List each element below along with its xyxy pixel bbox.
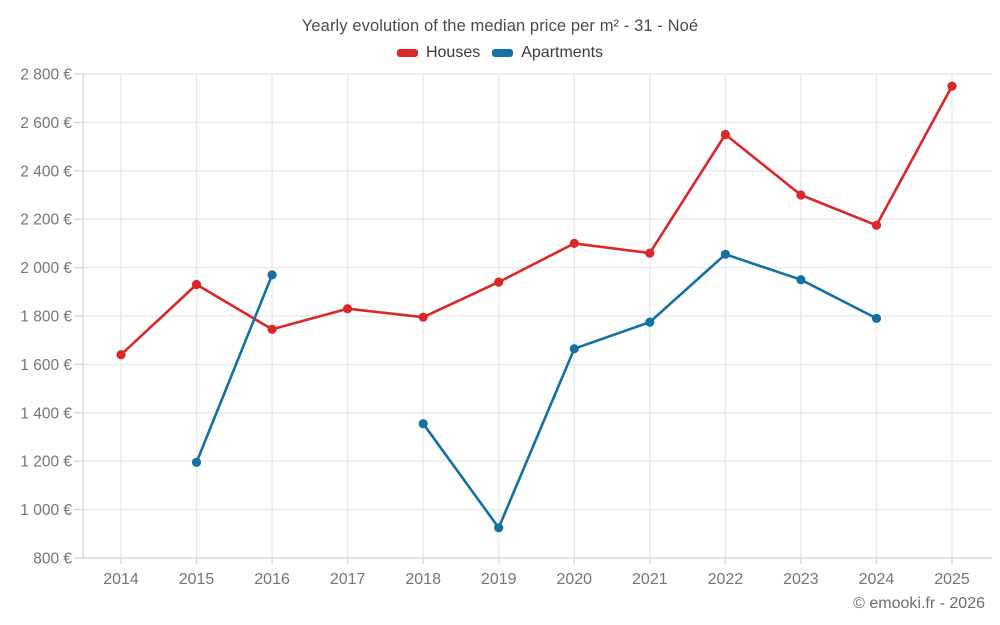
- houses-point-2023[interactable]: [796, 190, 806, 200]
- x-axis-label: 2021: [632, 571, 668, 588]
- legend-swatch-apartments-icon: [492, 49, 514, 57]
- y-axis-label: 1 800 €: [20, 309, 72, 326]
- apartments-point-2019[interactable]: [494, 523, 504, 533]
- x-axis-label: 2018: [405, 571, 441, 588]
- houses-point-2015[interactable]: [191, 279, 202, 290]
- x-axis-label: 2014: [103, 571, 139, 588]
- y-axis-label: 2 600 €: [20, 115, 72, 132]
- credit: © emooki.fr - 2026: [853, 595, 985, 612]
- houses-point-2024[interactable]: [871, 220, 882, 230]
- apartments-point-2024[interactable]: [871, 313, 882, 323]
- legend-label-houses: Houses: [425, 44, 481, 61]
- apartments-point-2015[interactable]: [191, 457, 202, 467]
- houses-point-2019[interactable]: [494, 277, 504, 287]
- y-axis-label: 2 200 €: [20, 212, 72, 229]
- houses-point-2017[interactable]: [343, 304, 353, 314]
- x-axis-label: 2017: [330, 571, 366, 588]
- houses-point-2021[interactable]: [645, 248, 655, 258]
- x-axis-label: 2025: [934, 571, 970, 588]
- legend-item-apartments[interactable]: Apartments: [492, 44, 603, 62]
- houses-point-2018[interactable]: [418, 312, 428, 322]
- y-axis-label: 800 €: [33, 551, 72, 568]
- y-axis-label: 2 400 €: [20, 163, 72, 180]
- houses-point-2014[interactable]: [116, 350, 126, 360]
- houses-point-2020[interactable]: [569, 238, 579, 248]
- series-line-houses: [119, 84, 954, 356]
- y-axis-label: 1 000 €: [20, 502, 72, 519]
- series-line-apartments: [195, 253, 878, 530]
- y-axis-label: 1 600 €: [20, 357, 72, 374]
- x-axis-label: 2015: [179, 571, 215, 588]
- apartments-point-2023[interactable]: [796, 275, 806, 285]
- chart-title: Yearly evolution of the median price per…: [301, 17, 699, 35]
- x-axis-label: 2020: [556, 571, 592, 588]
- apartments-point-2021[interactable]: [645, 317, 655, 327]
- y-axis-label: 2 000 €: [20, 260, 72, 277]
- x-axis-label: 2016: [254, 571, 290, 588]
- apartments-point-2018[interactable]: [418, 419, 428, 429]
- x-axis-label: 2019: [481, 571, 517, 588]
- houses-point-2025[interactable]: [947, 81, 957, 91]
- y-axis-label: 1 400 €: [20, 405, 72, 422]
- legend: Houses Apartments: [0, 44, 1000, 62]
- apartments-point-2016[interactable]: [267, 270, 277, 280]
- x-axis-label: 2022: [708, 571, 744, 588]
- legend-item-houses[interactable]: Houses: [396, 44, 481, 62]
- houses-point-2016[interactable]: [267, 324, 277, 334]
- apartments-point-2022[interactable]: [720, 249, 731, 259]
- y-axis-label: 1 200 €: [20, 454, 72, 471]
- legend-swatch-houses-icon: [396, 49, 418, 57]
- y-axis-label: 2 800 €: [20, 67, 72, 84]
- x-axis-label: 2023: [783, 571, 819, 588]
- x-axis-label: 2024: [859, 571, 895, 588]
- apartments-point-2020[interactable]: [569, 344, 579, 354]
- houses-point-2022[interactable]: [720, 129, 731, 140]
- legend-label-apartments: Apartments: [521, 44, 604, 61]
